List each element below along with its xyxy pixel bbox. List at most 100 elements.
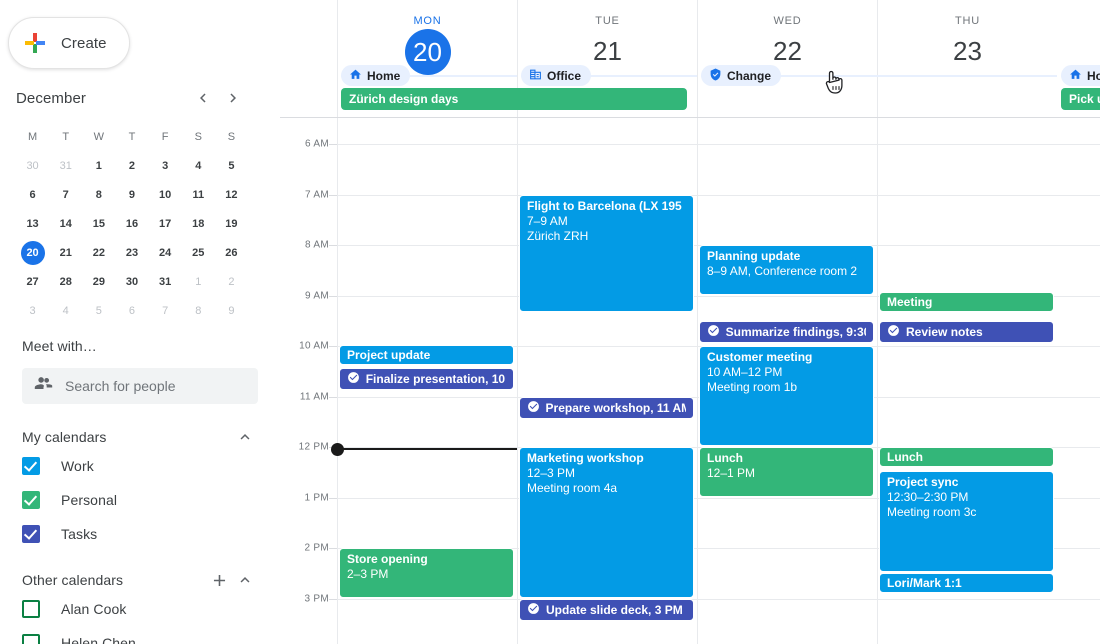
task-chip[interactable]: Summarize findings, 9:30 xyxy=(699,321,874,343)
calendar-event[interactable]: Project update10–10:30 A xyxy=(339,345,514,365)
mini-calendar-day-1[interactable]: 1 xyxy=(182,267,215,296)
mini-calendar-day-31[interactable]: 31 xyxy=(49,151,82,180)
mini-calendar-day-3[interactable]: 3 xyxy=(16,296,49,325)
day-header-number[interactable]: 21 xyxy=(593,36,622,66)
working-location-chip-office-1[interactable]: Office xyxy=(521,65,592,86)
checkbox-icon[interactable] xyxy=(22,457,40,475)
mini-calendar-day-5[interactable]: 5 xyxy=(82,296,115,325)
mini-calendar-day-12[interactable]: 12 xyxy=(215,180,248,209)
calendar-event[interactable]: Lunch 12–1 PM xyxy=(699,447,874,497)
calendar-time-grid[interactable]: 6 AM 7 AM 8 AM 9 AM 10 AM 11 AM 12 PM 1 PM 2 PM 3… xyxy=(280,118,1100,644)
my-calendar-item-work[interactable]: Work xyxy=(22,449,258,483)
mini-calendar-day-22[interactable]: 22 xyxy=(82,238,115,267)
checkbox-icon[interactable] xyxy=(22,525,40,543)
working-location-chip-home-3[interactable]: Home xyxy=(1061,65,1100,86)
calendar-event[interactable]: Marketing workshop 12–3 PM Meeting room 4a xyxy=(519,447,694,598)
mini-calendar-day-30[interactable]: 30 xyxy=(115,267,148,296)
my-calendar-item-personal[interactable]: Personal xyxy=(22,483,258,517)
mini-calendar-day-23[interactable]: 23 xyxy=(115,238,148,267)
chevron-right-icon[interactable] xyxy=(218,83,248,113)
mini-calendar-day-8[interactable]: 8 xyxy=(82,180,115,209)
working-location-chip-change-2[interactable]: Change xyxy=(701,65,782,86)
day-header-number[interactable]: 22 xyxy=(773,36,802,66)
my-calendar-item-tasks[interactable]: Tasks xyxy=(22,517,258,551)
mini-calendar-day-30[interactable]: 30 xyxy=(16,151,49,180)
plus-small-icon[interactable] xyxy=(206,567,232,593)
mini-calendar-day-10[interactable]: 10 xyxy=(149,180,182,209)
day-header-tue[interactable]: TUE 21 xyxy=(517,0,697,118)
other-calendars-collapse-icon[interactable] xyxy=(232,567,258,593)
event-title: Project update xyxy=(347,348,431,362)
mini-calendar-day-3[interactable]: 3 xyxy=(149,151,182,180)
mini-calendar-day-24[interactable]: 24 xyxy=(149,238,182,267)
mini-calendar-day-26[interactable]: 26 xyxy=(215,238,248,267)
mini-calendar-day-19[interactable]: 19 xyxy=(215,209,248,238)
calendar-event[interactable]: Lori/Mark 1:1 xyxy=(879,573,1054,593)
task-chip[interactable]: Review notes xyxy=(879,321,1054,343)
mini-calendar-day-label: 22 xyxy=(92,246,105,259)
task-chip[interactable]: Prepare workshop, 11 AM xyxy=(519,397,694,419)
other-calendar-item-helen-chen[interactable]: Helen Chen xyxy=(22,626,258,644)
day-header-number[interactable]: 20 xyxy=(404,29,451,75)
mini-calendar-day-6[interactable]: 6 xyxy=(16,180,49,209)
hour-label-7: 1 PM xyxy=(304,492,329,504)
chevron-left-icon[interactable] xyxy=(188,83,218,113)
calendar-event[interactable]: Planning update 8–9 AM, Conference room 2 xyxy=(699,245,874,295)
mini-calendar-day-15[interactable]: 15 xyxy=(82,209,115,238)
mini-calendar-day-20[interactable]: 20 xyxy=(16,238,49,267)
mini-calendar-day-7[interactable]: 7 xyxy=(149,296,182,325)
checkbox-icon[interactable] xyxy=(22,600,40,618)
search-for-people-input[interactable] xyxy=(65,378,246,394)
mini-calendar-day-21[interactable]: 21 xyxy=(49,238,82,267)
mini-calendar-day-7[interactable]: 7 xyxy=(49,180,82,209)
day-header-thu[interactable]: THU 23 xyxy=(877,0,1057,118)
day-header-wed[interactable]: WED 22 xyxy=(697,0,877,118)
calendar-event[interactable]: Customer meeting 10 AM–12 PM Meeting room … xyxy=(699,346,874,446)
calendar-columns[interactable]: Project update10–10:30 A Finalize present… xyxy=(331,118,1100,644)
mini-calendar-day-18[interactable]: 18 xyxy=(182,209,215,238)
mini-calendar-day-31[interactable]: 31 xyxy=(149,267,182,296)
mini-calendar-day-27[interactable]: 27 xyxy=(16,267,49,296)
hour-label-3: 9 AM xyxy=(305,290,329,302)
mini-calendar-day-1[interactable]: 1 xyxy=(82,151,115,180)
mini-calendar-day-label: 5 xyxy=(95,304,102,317)
my-calendars-collapse-icon[interactable] xyxy=(232,424,258,450)
mini-calendar-day-14[interactable]: 14 xyxy=(49,209,82,238)
calendar-event[interactable]: Lunch xyxy=(879,447,1054,467)
calendar-event[interactable]: Project sync 12:30–2:30 PM Meeting room 3c xyxy=(879,471,1054,572)
search-for-people-box[interactable] xyxy=(22,368,258,404)
mini-calendar-day-6[interactable]: 6 xyxy=(115,296,148,325)
mini-calendar-day-5[interactable]: 5 xyxy=(215,151,248,180)
other-calendar-item-alan-cook[interactable]: Alan Cook xyxy=(22,592,258,626)
mini-calendar-day-25[interactable]: 25 xyxy=(182,238,215,267)
mini-calendar-day-2[interactable]: 2 xyxy=(115,151,148,180)
mini-calendar-day-9[interactable]: 9 xyxy=(215,296,248,325)
mini-calendar-day-13[interactable]: 13 xyxy=(16,209,49,238)
calendar-event[interactable]: Store opening 2–3 PM xyxy=(339,548,514,598)
checkbox-icon[interactable] xyxy=(22,634,40,644)
working-location-chip-home-0[interactable]: Home xyxy=(341,65,411,86)
task-chip[interactable]: Update slide deck, 3 PM xyxy=(519,599,694,621)
mini-calendar-day-9[interactable]: 9 xyxy=(115,180,148,209)
create-button[interactable]: Create xyxy=(8,17,130,69)
day-header-number[interactable]: 23 xyxy=(953,36,982,66)
checkbox-icon[interactable] xyxy=(22,491,40,509)
all-day-event-1[interactable]: Pick up parcel xyxy=(1061,88,1100,110)
mini-calendar-day-16[interactable]: 16 xyxy=(115,209,148,238)
task-chip[interactable]: Finalize presentation, 10: xyxy=(339,368,514,390)
mini-calendar-dow-2: W xyxy=(93,130,105,143)
mini-calendar-day-17[interactable]: 17 xyxy=(149,209,182,238)
day-header-mon[interactable]: MON 20 xyxy=(337,0,517,118)
calendar-event[interactable]: Meeting xyxy=(879,292,1054,312)
mini-calendar-day-4[interactable]: 4 xyxy=(182,151,215,180)
hour-label-9: 3 PM xyxy=(304,593,329,605)
mini-calendar-day-28[interactable]: 28 xyxy=(49,267,82,296)
mini-calendar-day-29[interactable]: 29 xyxy=(82,267,115,296)
mini-calendar-day-label: 14 xyxy=(59,217,72,230)
mini-calendar-day-8[interactable]: 8 xyxy=(182,296,215,325)
all-day-event-0[interactable]: Zürich design days xyxy=(341,88,687,110)
mini-calendar-day-11[interactable]: 11 xyxy=(182,180,215,209)
calendar-event[interactable]: Flight to Barcelona (LX 195 7–9 AM Zürich … xyxy=(519,195,694,312)
mini-calendar-day-4[interactable]: 4 xyxy=(49,296,82,325)
mini-calendar-day-2[interactable]: 2 xyxy=(215,267,248,296)
